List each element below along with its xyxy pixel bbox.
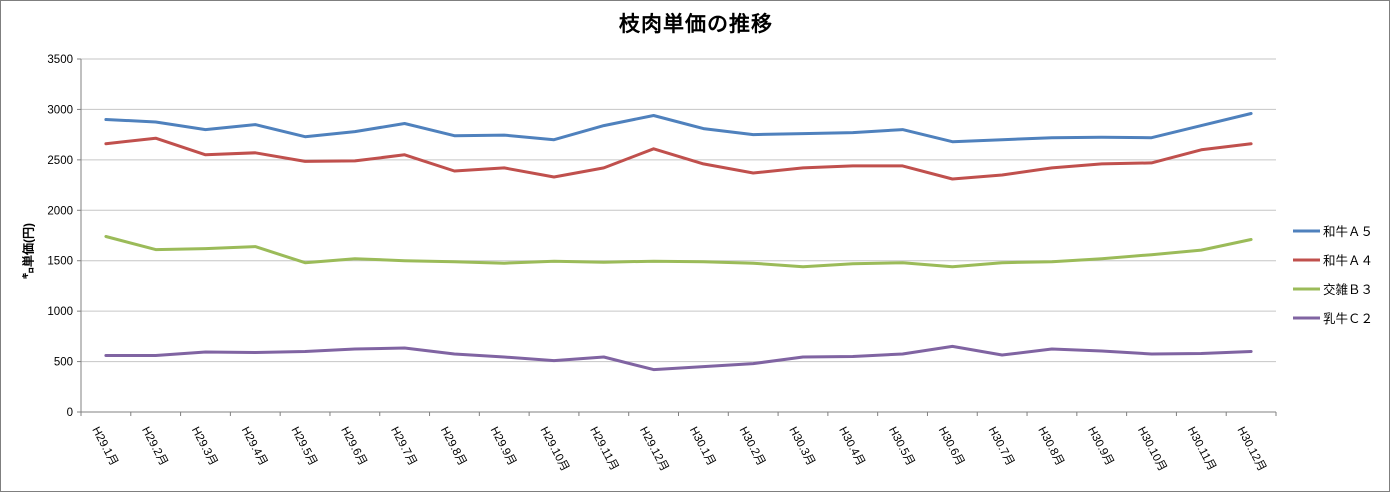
x-tick-label: H30.4月 [836, 425, 866, 468]
legend-line-swatch [1293, 229, 1320, 232]
legend-line-swatch [1293, 316, 1320, 319]
x-tick-label: H29.12月 [637, 425, 670, 474]
y-axis-title: ㌔単価(円) [21, 223, 36, 279]
x-tick-label: H29.11月 [587, 425, 620, 473]
x-tick-label: H30.2月 [737, 425, 767, 468]
x-tick-label: H30.1月 [687, 425, 717, 468]
legend-item: 和牛Ａ５ [1293, 221, 1373, 240]
legend-label: 乳牛Ｃ２ [1323, 312, 1374, 326]
x-tick-label: H29.10月 [537, 425, 570, 474]
legend-item: 乳牛Ｃ２ [1293, 308, 1373, 327]
legend: 和牛Ａ５ 和牛Ａ４ 交雑Ｂ３ 乳牛Ｃ２ [1293, 221, 1373, 327]
x-tick-label: H30.7月 [986, 425, 1016, 468]
x-tick-label: H29.6月 [338, 425, 368, 468]
y-tick-label: 2000 [47, 205, 73, 217]
x-tick-label: H30.9月 [1085, 425, 1115, 468]
legend-label: 和牛Ａ４ [1323, 254, 1374, 268]
y-tick-label: 3500 [47, 54, 73, 66]
y-tick-label: 2500 [47, 155, 73, 167]
x-tick-label: H30.12月 [1235, 425, 1268, 474]
y-tick-label: 500 [54, 357, 73, 369]
legend-item: 和牛Ａ４ [1293, 250, 1373, 269]
x-tick-label: H30.6月 [936, 425, 966, 468]
x-tick-label: H29.3月 [189, 425, 219, 468]
x-tick-label: H29.9月 [488, 425, 518, 468]
series-line-乳牛Ｃ２ [104, 344, 1253, 372]
x-tick-label: H30.11月 [1185, 425, 1218, 473]
y-tick-label: 0 [67, 407, 73, 419]
legend-line-swatch [1293, 258, 1320, 261]
legend-item: 交雑Ｂ３ [1293, 279, 1373, 298]
x-tick-label: H29.2月 [139, 425, 169, 468]
legend-line-swatch [1293, 287, 1320, 290]
x-tick-label: H29.4月 [239, 425, 269, 468]
x-tick-label: H29.8月 [438, 425, 468, 468]
y-tick-label: 1500 [47, 256, 73, 268]
legend-label: 交雑Ｂ３ [1323, 283, 1374, 297]
x-tick-label: H29.7月 [388, 425, 418, 468]
y-tick-label: 3000 [47, 104, 73, 116]
x-tick-label: H30.5月 [886, 425, 916, 468]
series-line-和牛Ａ５ [104, 112, 1253, 144]
series-line-和牛Ａ４ [104, 136, 1253, 181]
x-tick-label: H29.1月 [89, 425, 119, 468]
y-tick-label: 1000 [47, 306, 73, 318]
legend-label: 和牛Ａ５ [1323, 225, 1374, 239]
x-tick-label: H30.3月 [786, 425, 816, 468]
series-line-交雑Ｂ３ [104, 235, 1253, 269]
chart-title: 枝肉単価の推移 [619, 13, 773, 36]
x-tick-label: H30.8月 [1035, 425, 1065, 468]
x-tick-label: H29.5月 [288, 425, 318, 468]
x-tick-label: H30.10月 [1135, 425, 1168, 474]
